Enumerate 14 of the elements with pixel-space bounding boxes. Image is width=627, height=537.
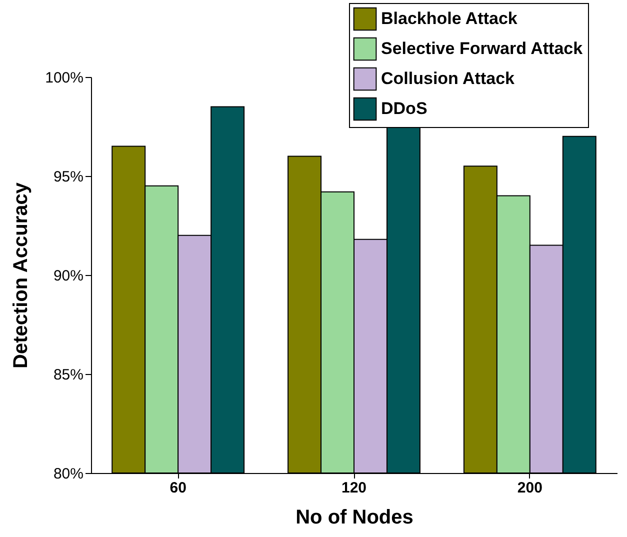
x-tick-label: 60 — [170, 480, 186, 496]
legend-label: Blackhole Attack — [381, 9, 518, 28]
y-tick-label: 90% — [53, 268, 84, 284]
legend-label: Selective Forward Attack — [381, 39, 584, 58]
x-tick-label: 200 — [517, 480, 542, 496]
x-axis-title: No of Nodes — [296, 506, 414, 528]
y-tick-label: 85% — [53, 366, 84, 384]
y-axis-title: Detection Accuracy — [10, 182, 32, 368]
legend-label: DDoS — [381, 99, 428, 118]
y-tick-label: 100% — [45, 70, 84, 86]
y-tick-label: 80% — [53, 466, 84, 482]
legend-label: Collusion Attack — [381, 69, 516, 88]
y-tick-label: 95% — [53, 168, 84, 186]
x-tick-label: 120 — [341, 480, 367, 496]
